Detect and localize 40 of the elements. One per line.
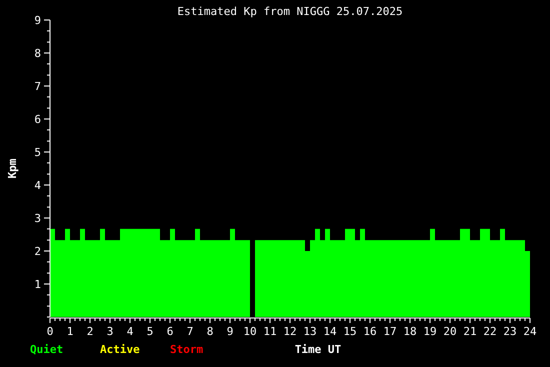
x-tick-label: 6 — [166, 325, 174, 338]
x-tick-label: 0 — [46, 325, 54, 338]
x-tick-label: 22 — [483, 325, 497, 338]
x-tick-label: 13 — [303, 325, 317, 338]
chart-title: Estimated Kp from NIGGG 25.07.2025 — [177, 5, 403, 18]
x-tick-label: 9 — [226, 325, 234, 338]
x-tick-label: 20 — [443, 325, 457, 338]
x-tick-label: 19 — [423, 325, 437, 338]
x-tick-label: 17 — [383, 325, 397, 338]
y-tick-label: 6 — [34, 112, 41, 126]
y-tick-label: 2 — [34, 244, 41, 258]
x-tick-label: 12 — [283, 325, 297, 338]
y-tick-label: 7 — [34, 80, 41, 93]
x-tick-label: 1 — [66, 325, 74, 338]
x-tick-label: 10 — [243, 325, 257, 338]
y-tick-label: 3 — [34, 212, 41, 225]
x-tick-label: 4 — [126, 325, 134, 338]
x-tick-label: 18 — [403, 325, 417, 338]
x-tick-label: 14 — [323, 325, 337, 338]
x-tick-label: 15 — [343, 325, 357, 338]
x-axis-title: Time UT — [294, 343, 342, 356]
x-tick-label: 16 — [363, 325, 377, 338]
y-tick-label: 9 — [34, 14, 41, 27]
x-tick-label: 7 — [186, 325, 194, 338]
y-axis-title: Kpm — [6, 158, 19, 178]
x-tick-label: 5 — [146, 325, 154, 338]
y-tick-label: 8 — [34, 46, 41, 60]
x-tick-label: 2 — [86, 325, 94, 338]
x-tick-label: 8 — [206, 325, 214, 338]
x-tick-label: 23 — [503, 325, 517, 338]
y-tick-label: 5 — [34, 146, 41, 159]
legend-label: Active — [100, 343, 140, 356]
x-tick-label: 11 — [263, 325, 277, 338]
x-tick-label: 21 — [463, 325, 477, 338]
x-tick-label: 3 — [106, 325, 114, 338]
y-tick-label: 1 — [34, 278, 41, 291]
legend-label: Storm — [170, 343, 204, 356]
x-tick-label: 24 — [523, 325, 537, 338]
text: Quiet — [30, 343, 64, 356]
y-tick-label: 4 — [34, 178, 42, 192]
